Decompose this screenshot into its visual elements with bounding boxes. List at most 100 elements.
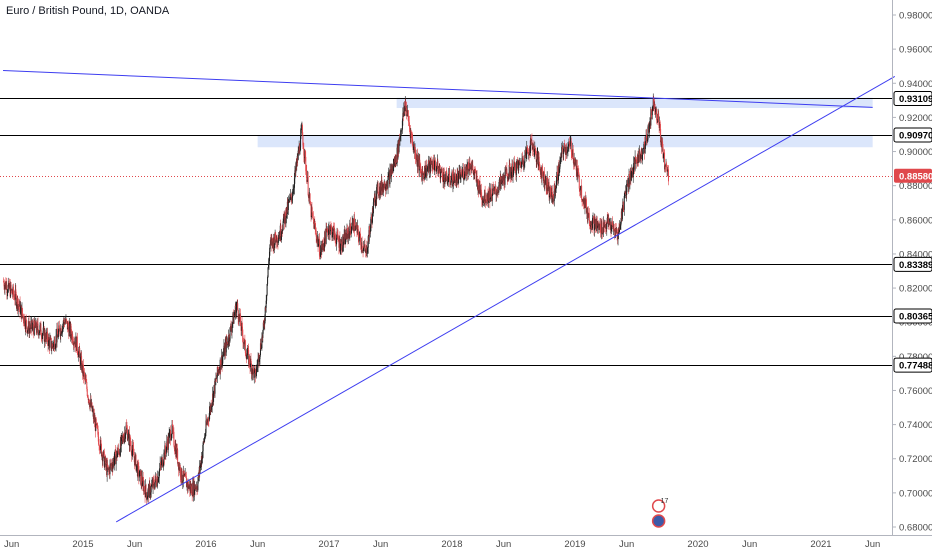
candle-body [363,247,365,252]
candle-body [101,453,103,462]
candle-body [27,330,29,333]
candle-body [662,141,664,148]
candle-body [550,188,552,198]
candle-body [154,476,156,483]
candle-body [327,228,329,233]
candle-body [608,217,610,225]
candle-body [35,321,37,331]
candle-body [603,222,605,228]
candle-body [170,438,172,441]
candle-body [358,237,360,242]
candle-body [54,339,56,349]
candle-body [39,325,41,332]
current-price-label-box [894,168,932,183]
candle-body [63,319,65,323]
candle-body [73,342,75,346]
candle-body [152,478,154,488]
candle-body [370,216,372,225]
candle-body [87,395,89,397]
candle-body [640,154,642,159]
candle-body [534,147,536,150]
candle-body [155,479,157,485]
candle-body [8,280,10,289]
candle-body [454,173,456,183]
candle-body [440,172,442,179]
candle-body [62,325,64,332]
candle-body [281,231,283,232]
candle-body [267,276,269,284]
candle-body [402,113,404,121]
candle-body [339,249,341,251]
candle-body [62,324,64,326]
event-flag-icon [651,499,666,513]
candle-body [137,463,139,467]
candle-body [331,234,333,238]
price-tick-label: 0.70000 [899,488,932,499]
candle-body [329,231,331,235]
candle-body [348,231,350,234]
candle-body [325,228,327,244]
candle-body [202,442,204,452]
candle-body [621,207,623,220]
candle-body [263,322,265,324]
candle-body [566,151,568,153]
candle-body [153,478,155,481]
candle-body [66,320,68,322]
event-marker[interactable]: 17 [651,498,669,528]
candle-body [417,159,419,167]
candle-body [480,189,482,199]
candle-body [208,413,210,421]
candle-body [17,304,19,311]
candle-body [168,433,170,444]
candle-body [214,379,216,394]
price-tick-label: 0.84000 [899,249,932,260]
candle-body [281,231,283,237]
candle-body [234,313,236,315]
candle-body [388,173,390,177]
candle-body [260,343,262,349]
candle-body [352,219,354,230]
candle-body [648,123,650,133]
candle-body [314,224,316,230]
candle-body [158,471,160,478]
candle-body [142,477,144,486]
candle-body [295,163,297,173]
candle-body [497,190,499,192]
candle-body [96,424,98,428]
candle-body [100,444,102,456]
level-price-label-box [893,127,932,143]
candle-body [227,344,229,345]
candle-body [88,399,90,404]
candle-body [28,321,30,334]
ascending-trendline[interactable] [115,76,896,523]
candle-body [484,189,486,203]
candle-body [445,171,447,173]
candle-body [22,315,24,321]
candle-body [297,150,299,160]
candle-body [287,201,289,211]
candle-body [185,476,187,479]
candle-body [7,291,9,293]
candle-body [160,462,162,465]
candle-body [206,422,208,425]
candle-body [650,108,652,113]
candle-body [292,195,294,198]
candle-body [456,173,458,184]
candle-body [324,231,326,248]
candle-body [500,179,502,183]
candle-body [337,231,339,235]
descending-trendline[interactable] [3,69,873,108]
candle-body [317,237,319,247]
candle-body [495,186,497,192]
candle-body [302,135,304,146]
candle-body [437,160,439,174]
candle-body [52,344,54,346]
candle-body [162,457,164,467]
candle-body [552,197,554,198]
candle-body [532,146,534,150]
candle-body [412,139,414,146]
candle-body [556,176,558,185]
candle-body [162,465,164,467]
candle-body [269,244,271,252]
